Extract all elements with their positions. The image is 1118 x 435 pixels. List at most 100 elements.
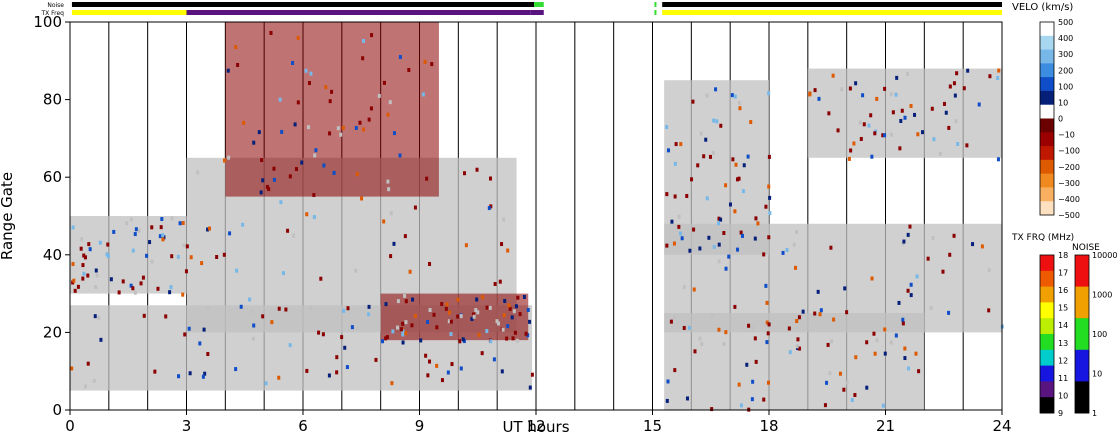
echo-pixel: [328, 99, 332, 104]
colorbar-label: −500: [1058, 211, 1080, 220]
echo-pixel: [70, 366, 74, 371]
colorbar-cell: [1040, 77, 1054, 92]
echo-pixel: [257, 130, 261, 135]
colorbar-cell: [1040, 286, 1054, 303]
echo-pixel: [766, 331, 770, 336]
echo-pixel: [719, 123, 723, 128]
echo-pixel: [141, 275, 145, 280]
echo-pixel: [335, 370, 339, 375]
colorbar-cell: [1040, 173, 1054, 188]
y-tick-label: 20: [43, 323, 62, 341]
echo-pixel: [962, 86, 966, 91]
echo-pixel: [362, 127, 366, 132]
echo-pixel: [794, 230, 798, 235]
echo-pixel: [854, 355, 858, 360]
echo-pixel: [426, 373, 430, 378]
echo-pixel: [996, 76, 1000, 81]
echo-pixel: [673, 314, 677, 319]
echo-pixel: [354, 125, 358, 130]
echo-pixel: [751, 379, 755, 384]
x-tick-label: 6: [298, 417, 308, 435]
echo-pixel: [840, 87, 844, 92]
echo-pixel: [926, 256, 930, 261]
echo-pixel: [181, 221, 185, 226]
colorbar-label: −200: [1058, 163, 1080, 172]
echo-pixel: [407, 67, 411, 72]
echo-pixel: [736, 177, 740, 182]
echo-pixel: [321, 332, 325, 337]
echo-pixel: [387, 187, 391, 192]
echo-pixel: [710, 407, 714, 412]
y-tick-label: 100: [33, 13, 62, 31]
colorbar-cell: [1075, 381, 1089, 414]
colorbar-label: 10: [1058, 98, 1068, 107]
echo-pixel: [875, 338, 879, 343]
echo-pixel: [797, 315, 801, 320]
echo-pixel: [914, 351, 918, 356]
echo-pixel: [328, 131, 332, 136]
colorbar-cell: [1040, 187, 1054, 202]
echo-pixel: [971, 242, 975, 247]
echo-pixel: [673, 368, 677, 373]
echo-pixel: [722, 342, 726, 347]
echo-pixel: [284, 307, 288, 312]
echo-pixel: [737, 382, 741, 387]
echo-pixel: [369, 106, 373, 111]
echo-pixel: [294, 167, 298, 172]
echo-pixel: [350, 325, 354, 330]
echo-pixel: [754, 359, 758, 364]
echo-pixel: [500, 369, 504, 374]
echo-pixel: [81, 276, 85, 281]
echo-pixel: [705, 196, 709, 201]
echo-pixel: [401, 340, 405, 345]
echo-pixel: [435, 325, 439, 330]
colorbar-border: [1039, 254, 1055, 414]
echo-pixel: [673, 161, 677, 166]
echo-pixel: [142, 313, 146, 318]
echo-pixel: [489, 339, 493, 344]
echo-pixel: [956, 141, 960, 146]
colorbar-label: 11: [1058, 374, 1068, 383]
echo-pixel: [873, 131, 877, 136]
echo-pixel: [514, 304, 518, 309]
echo-pixel: [391, 329, 395, 334]
echo-pixel: [464, 243, 468, 248]
echo-pixel: [730, 93, 734, 98]
echo-pixel: [908, 224, 912, 229]
echo-pixel: [206, 227, 210, 232]
echo-pixel: [82, 271, 86, 276]
echo-region: [664, 313, 925, 410]
echo-pixel: [889, 132, 893, 137]
echo-pixel: [753, 236, 757, 241]
echo-pixel: [80, 237, 84, 242]
colorbar-label: 16: [1058, 286, 1068, 295]
echo-pixel: [428, 359, 432, 364]
colorbar-cell: [1040, 146, 1054, 161]
echo-pixel: [426, 319, 430, 324]
echo-pixel: [948, 84, 952, 89]
echo-pixel: [737, 176, 741, 181]
echo-pixel: [277, 306, 281, 311]
echo-pixel: [737, 100, 741, 105]
echo-pixel: [474, 308, 478, 313]
echo-pixel: [73, 288, 77, 293]
echo-pixel: [764, 204, 768, 209]
echo-pixel: [722, 231, 726, 236]
echo-pixel: [921, 130, 925, 135]
colorbar-label: −300: [1058, 179, 1080, 188]
echo-pixel: [889, 340, 893, 345]
echo-pixel: [852, 141, 856, 146]
colorbar-border: [1039, 21, 1055, 216]
echo-pixel: [677, 214, 681, 219]
echo-pixel: [736, 247, 740, 252]
x-axis-label: UT hours: [502, 418, 569, 435]
colorbar-label: 14: [1058, 321, 1068, 330]
echo-pixel: [156, 286, 160, 291]
echo-pixel: [739, 403, 743, 408]
echo-pixel: [508, 306, 512, 311]
echo-pixel: [269, 30, 273, 35]
colorbar-label: 17: [1058, 269, 1068, 278]
echo-pixel: [862, 122, 866, 127]
status-segment: [534, 2, 544, 7]
echo-pixel: [816, 289, 820, 294]
